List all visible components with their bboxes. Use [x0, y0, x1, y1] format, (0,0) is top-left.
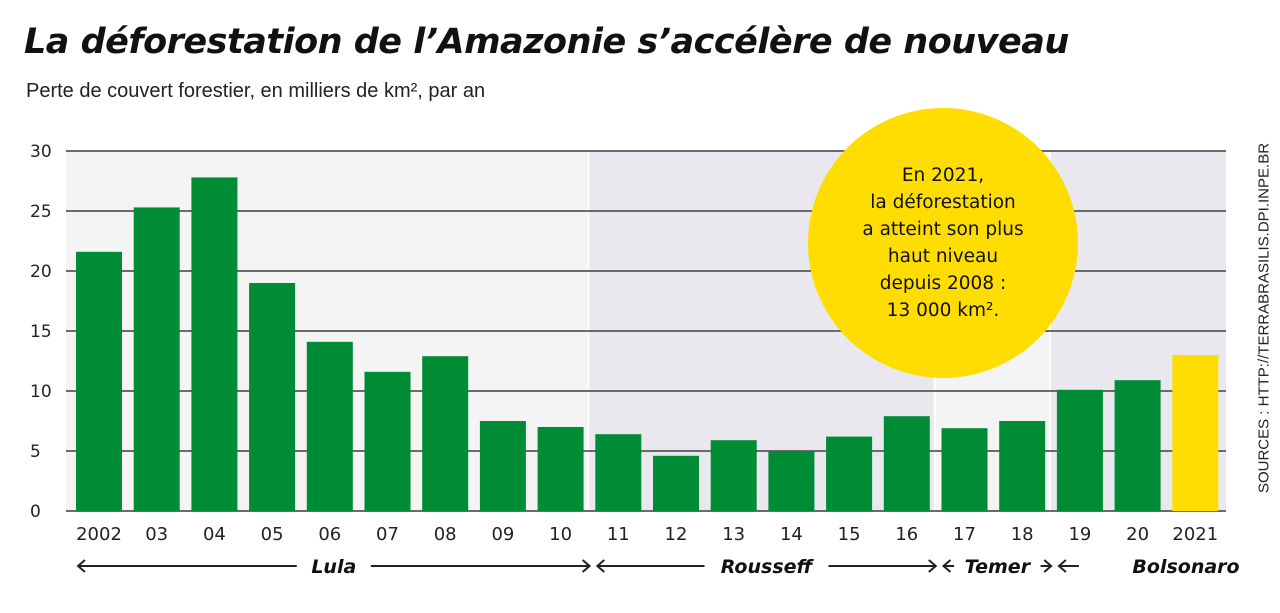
period-label: Lula	[311, 556, 356, 578]
y-axis-tick-labels: 0 5 10 15 20 25 30	[30, 142, 52, 522]
x-axis-tick-labels: 2002 03 04 05 06 07 08 09 10 11 12 13 14 15 16 17 18 19 20…	[76, 524, 1218, 545]
bar-14	[768, 451, 815, 511]
x-tick-label: 15	[838, 524, 861, 545]
bar-06	[306, 341, 353, 511]
x-tick-label: 16	[895, 524, 918, 545]
arrow-left-head-icon	[595, 559, 605, 573]
bar-16	[883, 416, 930, 511]
y-tick-label: 20	[30, 262, 52, 282]
y-tick-label: 0	[30, 502, 41, 522]
callout-line: la déforestation	[870, 192, 1016, 213]
chart-title: La déforestation de l’Amazonie s’accélèr…	[24, 22, 1069, 62]
bar-2002	[76, 251, 122, 512]
y-tick-label: 5	[30, 442, 41, 462]
x-tick-label: 03	[145, 524, 168, 545]
y-tick-label: 10	[30, 382, 52, 402]
bar-05	[249, 283, 296, 511]
x-tick-label: 14	[780, 524, 803, 545]
bar-12	[653, 455, 699, 511]
period-label: Temer	[965, 556, 1032, 578]
y-tick-label: 15	[30, 322, 52, 342]
x-tick-label: 18	[1011, 524, 1034, 545]
callout-line: a atteint son plus	[862, 219, 1024, 240]
bars	[76, 177, 1219, 512]
bar-11	[595, 434, 642, 511]
bar-09	[479, 421, 526, 511]
y-tick-label: 30	[30, 142, 52, 162]
x-tick-label: 2021	[1172, 524, 1218, 545]
arrow-left-head-icon	[941, 559, 952, 573]
period-annotations: Lula Rousseff Temer Bolsonaro	[76, 556, 1240, 578]
callout-line: haut niveau	[887, 246, 999, 267]
x-tick-label: 2002	[76, 524, 122, 545]
period-bolsonaro: Bolsonaro	[1057, 556, 1240, 578]
bar-07	[364, 371, 411, 511]
callout-line: depuis 2008 :	[879, 273, 1007, 294]
bar-03	[133, 207, 180, 511]
x-tick-label: 05	[261, 524, 284, 545]
x-tick-label: 17	[953, 524, 976, 545]
period-label: Rousseff	[721, 556, 815, 578]
period-lula: Lula	[76, 556, 592, 578]
bar-10	[537, 427, 584, 511]
x-tick-label: 10	[549, 524, 572, 545]
period-rousseff: Rousseff	[595, 556, 938, 578]
arrow-left-head-icon	[76, 559, 86, 573]
bar-18	[999, 421, 1046, 511]
callout-bubble: En 2021, la déforestation a atteint son …	[808, 108, 1078, 378]
arrow-right-head-icon	[928, 559, 938, 573]
bar-15	[826, 436, 873, 511]
bar-04	[191, 177, 238, 511]
y-tick-label: 25	[30, 202, 52, 222]
x-tick-label: 08	[434, 524, 457, 545]
x-tick-label: 06	[318, 524, 341, 545]
bar-20	[1114, 380, 1161, 511]
bar-19	[1056, 389, 1103, 511]
arrow-right-head-icon	[1043, 559, 1053, 573]
bar-08	[422, 356, 469, 511]
bar-2021	[1172, 355, 1219, 511]
arrow-right-head-icon	[581, 559, 592, 573]
callout-line: En 2021,	[901, 165, 985, 186]
x-tick-label: 04	[203, 524, 226, 545]
x-tick-label: 07	[376, 524, 399, 545]
x-tick-label: 12	[665, 524, 688, 545]
x-tick-label: 13	[722, 524, 745, 545]
x-tick-label: 11	[607, 524, 630, 545]
callout-line: 13 000 km².	[886, 300, 1000, 321]
chart-subtitle: Perte de couvert forestier, en milliers …	[26, 80, 486, 102]
x-tick-label: 20	[1126, 524, 1149, 545]
period-label: Bolsonaro	[1132, 556, 1239, 578]
x-tick-label: 09	[491, 524, 514, 545]
bar-13	[710, 440, 757, 511]
arrow-left-head-icon	[1057, 559, 1067, 573]
x-tick-label: 19	[1068, 524, 1091, 545]
source-note: SOURCES : HTTP://TERRABRASILIS.DPI.INPE.…	[1255, 142, 1273, 494]
bar-17	[941, 428, 988, 511]
period-temer: Temer	[941, 556, 1053, 578]
